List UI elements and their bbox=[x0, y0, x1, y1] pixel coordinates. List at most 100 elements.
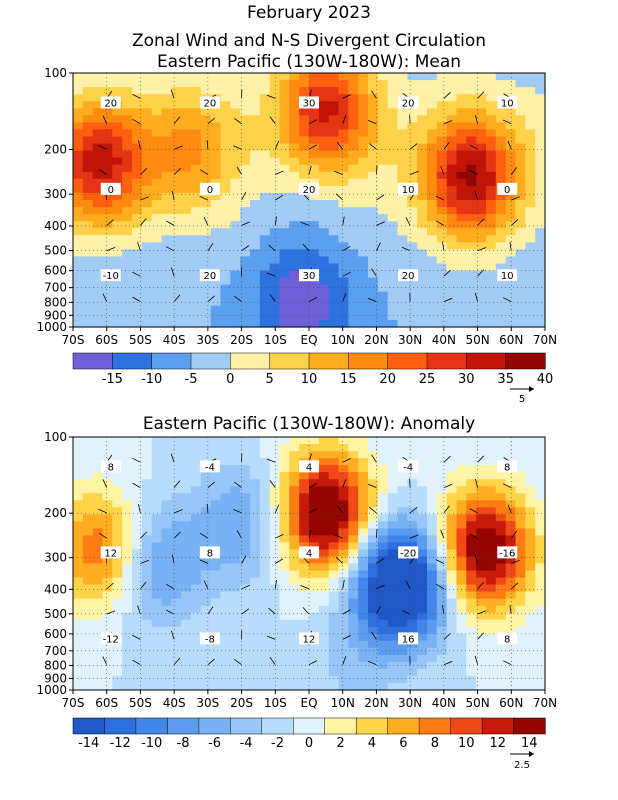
field-cell bbox=[436, 305, 448, 314]
field-cell bbox=[230, 465, 241, 473]
field-cell bbox=[397, 668, 408, 677]
field-cell bbox=[476, 284, 487, 293]
field-cell bbox=[141, 150, 153, 159]
field-cell bbox=[73, 298, 84, 307]
wind-vector bbox=[409, 143, 418, 150]
field-cell bbox=[269, 584, 281, 593]
wind-vector bbox=[342, 656, 347, 665]
field-cell bbox=[82, 298, 94, 307]
field-cell bbox=[318, 136, 330, 145]
field-cell bbox=[230, 200, 241, 208]
field-cell bbox=[328, 577, 340, 586]
field-cell bbox=[358, 528, 369, 536]
field-cell bbox=[387, 221, 399, 229]
field-cell bbox=[427, 270, 438, 279]
field-cell bbox=[132, 284, 143, 293]
field-cell bbox=[318, 157, 330, 166]
field-cell bbox=[141, 221, 153, 229]
field-cell bbox=[191, 661, 202, 670]
field-cell bbox=[318, 598, 330, 607]
field-cell bbox=[505, 444, 517, 452]
field-cell bbox=[269, 654, 281, 663]
field-cell bbox=[377, 535, 389, 543]
field-cell bbox=[73, 668, 84, 677]
field-cell bbox=[122, 451, 133, 459]
field-cell bbox=[161, 668, 172, 677]
field-cell bbox=[328, 115, 340, 123]
field-cell bbox=[525, 291, 536, 300]
field-cell bbox=[259, 157, 271, 166]
field-cell bbox=[112, 235, 123, 243]
field-cell bbox=[230, 633, 241, 642]
field-cell bbox=[230, 277, 241, 286]
wind-vector bbox=[335, 193, 343, 201]
field-cell bbox=[318, 570, 330, 579]
field-cell bbox=[171, 451, 182, 459]
figure-title: February 2023 bbox=[247, 3, 371, 23]
field-cell bbox=[191, 521, 202, 529]
field-cell bbox=[181, 549, 192, 557]
field-cell bbox=[240, 640, 251, 649]
field-cell bbox=[230, 472, 241, 480]
field-cell bbox=[82, 277, 94, 286]
field-cell bbox=[200, 577, 212, 586]
field-cell bbox=[250, 312, 261, 321]
field-cell bbox=[240, 465, 251, 473]
field-cell bbox=[132, 143, 143, 152]
field-cell bbox=[181, 80, 192, 88]
field-cell bbox=[387, 683, 399, 691]
field-cell bbox=[122, 577, 133, 586]
wind-vector bbox=[367, 297, 377, 302]
field-cell bbox=[299, 129, 310, 138]
field-cell bbox=[387, 500, 399, 508]
field-cell bbox=[171, 570, 182, 579]
field-cell bbox=[299, 675, 310, 684]
wind-vector bbox=[440, 166, 445, 175]
field-cell bbox=[309, 521, 320, 529]
field-cell bbox=[476, 319, 487, 328]
field-cell bbox=[92, 584, 104, 593]
field-cell bbox=[250, 626, 261, 635]
field-cell bbox=[132, 605, 143, 614]
reference-vector-label: 5 bbox=[519, 394, 525, 405]
field-cell bbox=[151, 192, 163, 201]
field-cell bbox=[132, 584, 143, 593]
field-cell bbox=[73, 458, 84, 466]
field-cell bbox=[269, 249, 281, 258]
field-cell bbox=[476, 185, 487, 194]
field-cell bbox=[250, 263, 261, 272]
field-cell bbox=[436, 200, 448, 208]
field-cell bbox=[122, 263, 133, 272]
field-cell bbox=[456, 171, 467, 180]
field-cell bbox=[112, 228, 123, 236]
field-cell bbox=[299, 612, 310, 621]
field-cell bbox=[387, 228, 399, 236]
field-cell bbox=[309, 228, 320, 236]
field-cell bbox=[250, 528, 261, 536]
field-cell bbox=[151, 136, 163, 145]
field-cell bbox=[495, 319, 507, 328]
field-cell bbox=[171, 437, 182, 445]
field-cell bbox=[407, 661, 418, 670]
wind-vector bbox=[405, 217, 411, 226]
field-cell bbox=[525, 626, 536, 635]
wind-vector bbox=[207, 606, 214, 615]
field-cell bbox=[387, 319, 399, 328]
field-cell bbox=[348, 507, 359, 515]
field-cell bbox=[112, 221, 123, 229]
field-cell bbox=[151, 108, 163, 116]
field-cell bbox=[309, 507, 320, 515]
field-cell bbox=[436, 263, 448, 272]
field-cell bbox=[495, 647, 507, 656]
field-cell bbox=[427, 640, 438, 649]
field-cell bbox=[210, 143, 222, 152]
field-cell bbox=[141, 207, 153, 215]
field-cell bbox=[240, 263, 251, 272]
field-cell bbox=[397, 619, 408, 628]
wind-vector bbox=[376, 584, 385, 590]
field-cell bbox=[210, 556, 222, 565]
field-cell bbox=[348, 235, 359, 243]
field-cell bbox=[348, 256, 359, 265]
field-cell bbox=[358, 242, 369, 250]
field-cell bbox=[318, 486, 330, 494]
